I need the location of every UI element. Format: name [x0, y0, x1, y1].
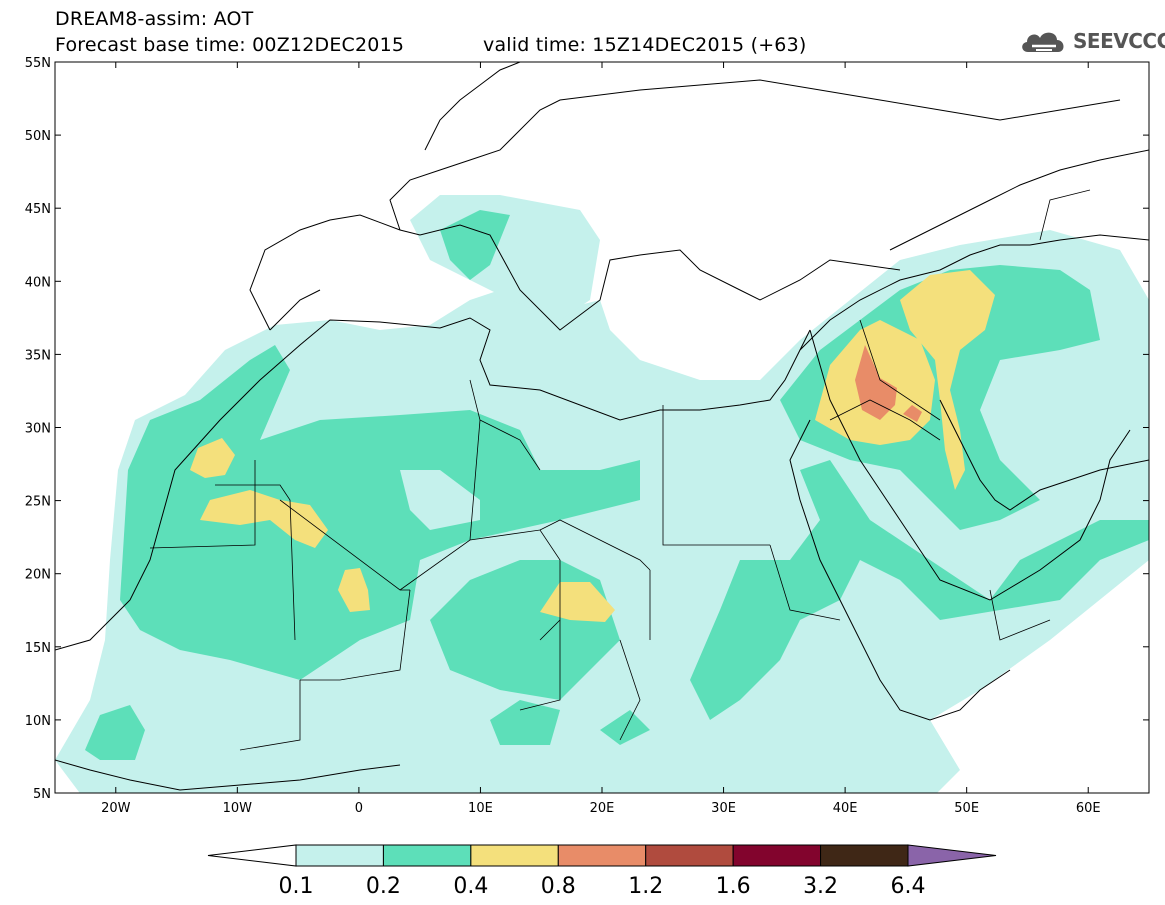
lat-label: 35N — [25, 348, 51, 363]
aot-level-0.8 — [855, 345, 922, 422]
colorbar-label: 6.4 — [891, 874, 926, 899]
colorbar-under-triangle — [207, 844, 297, 867]
lon-label: 0 — [355, 801, 363, 816]
colorbar-swatch — [820, 844, 909, 867]
lat-label: 45N — [25, 202, 51, 217]
lon-label: 20E — [590, 801, 615, 816]
lat-label: 30N — [25, 422, 51, 437]
borders — [149, 189, 1091, 751]
colorbar-label: 1.2 — [628, 874, 663, 899]
colorbar-label: 0.8 — [541, 874, 576, 899]
colorbar-swatch — [557, 844, 647, 867]
colorbar-swatch — [732, 844, 822, 867]
lat-label: 10N — [25, 714, 51, 729]
lat-label: 5N — [33, 787, 51, 802]
latitude-labels: 55N 50N 45N 40N 35N 30N 25N 20N 15N 10N 5N — [25, 56, 51, 802]
lat-label: 40N — [25, 275, 51, 290]
coastlines — [55, 62, 1149, 791]
valid-time: valid time: 15Z14DEC2015 (+63) — [483, 34, 807, 56]
colorbar-label: 0.2 — [366, 874, 401, 899]
colorbar-swatch — [470, 844, 559, 867]
lon-label: 40E — [833, 801, 858, 816]
cloud-icon — [1022, 32, 1064, 52]
colorbar-label: 3.2 — [803, 874, 838, 899]
colorbar-label: 0.4 — [453, 874, 488, 899]
colorbar-swatch — [382, 844, 472, 867]
lat-label: 55N — [25, 56, 51, 71]
tick-marks — [55, 61, 1149, 794]
lon-label: 60E — [1076, 801, 1101, 816]
forecast-base-time: Forecast base time: 00Z12DEC2015 — [55, 34, 405, 56]
colorbar-label: 0.1 — [279, 874, 314, 899]
map-title: DREAM8-assim: AOT — [55, 8, 254, 30]
dust-field — [55, 195, 1149, 793]
logo-text: SEEVCCC — [1073, 29, 1165, 53]
lat-label: 25N — [25, 495, 51, 510]
lon-label: 10W — [223, 801, 253, 816]
lat-label: 50N — [25, 129, 51, 144]
colorbar-legend: 0.1 0.2 0.4 0.8 1.2 1.6 3.2 6.4 — [207, 844, 997, 899]
longitude-labels: 20W 10W 0 10E 20E 30E 40E 50E 60E — [101, 801, 1101, 816]
lat-label: 15N — [25, 641, 51, 656]
seevccc-logo: SEEVCCC — [1018, 24, 1165, 60]
lon-label: 50E — [954, 801, 979, 816]
colorbar-label: 1.6 — [716, 874, 751, 899]
colorbar-over-triangle — [907, 844, 997, 867]
lon-label: 20W — [101, 801, 131, 816]
colorbar-swatch — [295, 844, 384, 867]
lat-label: 20N — [25, 568, 51, 583]
lon-label: 30E — [711, 801, 736, 816]
colorbar-swatch — [645, 844, 734, 867]
lon-label: 10E — [468, 801, 493, 816]
